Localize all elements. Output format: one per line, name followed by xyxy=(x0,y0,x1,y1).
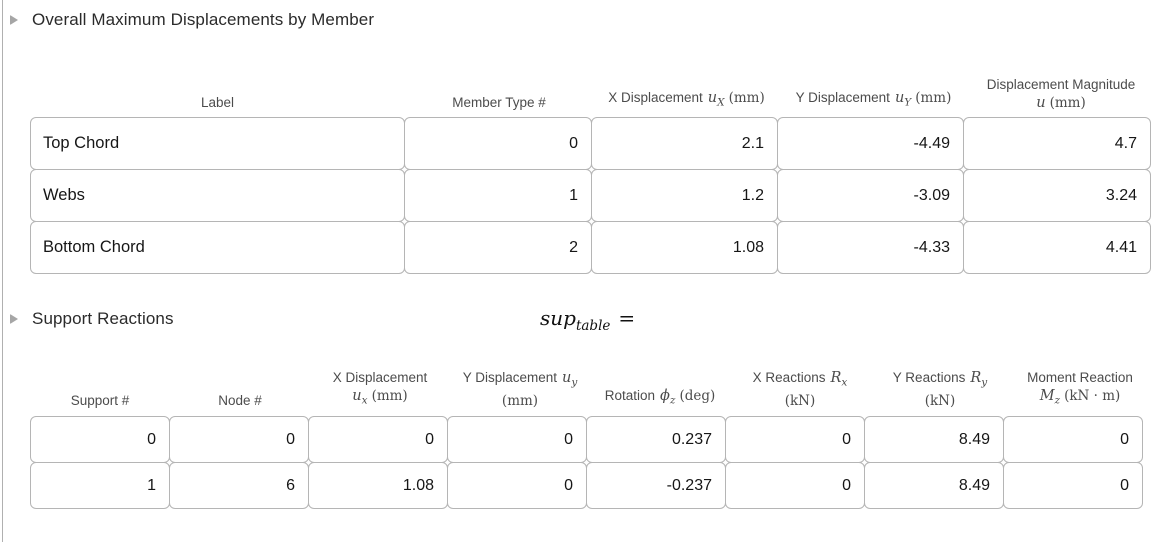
table-row: Webs 1 1.2 -3.09 3.24 xyxy=(30,169,1155,222)
cell-x-reactions[interactable]: 0 xyxy=(725,462,865,509)
cell-displacement-magnitude[interactable]: 4.41 xyxy=(963,221,1151,274)
cell-support[interactable]: 1 xyxy=(30,462,170,509)
column-header-rotation: Rotation ϕz (deg) xyxy=(604,388,716,407)
cell-x-displacement[interactable]: 1.08 xyxy=(591,221,778,274)
cell-x-displacement[interactable]: 1.2 xyxy=(591,169,778,222)
table-row: 1 6 1.08 0 -0.237 0 8.49 0 xyxy=(30,462,1150,509)
cell-node[interactable]: 6 xyxy=(169,462,309,509)
region-left-border xyxy=(2,0,3,542)
cell-support[interactable]: 0 xyxy=(30,416,170,463)
cell-y-reactions[interactable]: 8.49 xyxy=(864,462,1004,509)
table-row: 0 0 0 0 0.237 0 8.49 0 xyxy=(30,416,1150,463)
column-header-node: Node # xyxy=(218,393,262,408)
cell-y-displacement[interactable]: -4.33 xyxy=(777,221,964,274)
section-displacements-header: Overall Maximum Displacements by Member xyxy=(10,10,374,30)
cell-y-displacement[interactable]: 0 xyxy=(447,462,587,509)
cell-label[interactable]: Top Chord xyxy=(30,117,405,170)
cell-y-displacement[interactable]: -4.49 xyxy=(777,117,964,170)
column-header-displacement-magnitude: Displacement Magnitude u (mm) xyxy=(986,77,1136,111)
column-header-member-type: Member Type # xyxy=(452,95,546,110)
displacements-table: Label Member Type # X Displacement uX (mm)… xyxy=(30,72,1155,274)
support-reactions-table: Support # Node # X Displacement ux (mm) Y… xyxy=(30,368,1150,509)
collapse-triangle-icon[interactable] xyxy=(10,314,18,324)
column-header-x-displacement: X Displacement uX (mm) xyxy=(608,90,765,109)
equals-sign: = xyxy=(618,306,636,330)
column-header-y-displacement: Y Displacement uY (mm) xyxy=(795,90,952,109)
cell-x-displacement[interactable]: 1.08 xyxy=(308,462,448,509)
cell-moment-reaction[interactable]: 0 xyxy=(1003,416,1143,463)
cell-rotation[interactable]: 0.237 xyxy=(586,416,726,463)
math-expression-sup-table[interactable]: suptable = xyxy=(540,306,635,334)
cell-displacement-magnitude[interactable]: 4.7 xyxy=(963,117,1151,170)
column-header-y-displacement: Y Displacement uy (mm) xyxy=(462,370,578,409)
column-header-support: Support # xyxy=(70,393,130,408)
section-title: Overall Maximum Displacements by Member xyxy=(32,10,375,29)
cell-member-type[interactable]: 1 xyxy=(404,169,592,222)
cell-x-displacement[interactable]: 0 xyxy=(308,416,448,463)
cell-node[interactable]: 0 xyxy=(169,416,309,463)
cell-member-type[interactable]: 2 xyxy=(404,221,592,274)
cell-x-reactions[interactable]: 0 xyxy=(725,416,865,463)
cell-moment-reaction[interactable]: 0 xyxy=(1003,462,1143,509)
support-reactions-header-row: Support # Node # X Displacement ux (mm) Y… xyxy=(30,368,1150,414)
section-title: Support Reactions xyxy=(32,309,174,328)
cell-y-displacement[interactable]: -3.09 xyxy=(777,169,964,222)
cell-member-type[interactable]: 0 xyxy=(404,117,592,170)
cell-y-reactions[interactable]: 8.49 xyxy=(864,416,1004,463)
column-header-label: Label xyxy=(200,95,235,110)
column-header-moment-reaction: Moment Reaction Mz (kN · m) xyxy=(1027,370,1133,407)
cell-displacement-magnitude[interactable]: 3.24 xyxy=(963,169,1151,222)
section-support-reactions-header: Support Reactions xyxy=(10,309,174,329)
cell-rotation[interactable]: -0.237 xyxy=(586,462,726,509)
cell-y-displacement[interactable]: 0 xyxy=(447,416,587,463)
collapse-triangle-icon[interactable] xyxy=(10,15,18,25)
table-row: Bottom Chord 2 1.08 -4.33 4.41 xyxy=(30,221,1155,274)
math-subscript: table xyxy=(575,318,611,334)
column-header-y-reactions: Y Reactions Ry (kN) xyxy=(892,370,988,409)
cell-label[interactable]: Bottom Chord xyxy=(30,221,405,274)
cell-label[interactable]: Webs xyxy=(30,169,405,222)
cell-x-displacement[interactable]: 2.1 xyxy=(591,117,778,170)
math-variable: sup xyxy=(540,306,576,330)
displacements-table-header-row: Label Member Type # X Displacement uX (mm)… xyxy=(30,72,1155,116)
column-header-x-displacement: X Displacement ux (mm) xyxy=(332,370,428,407)
table-row: Top Chord 0 2.1 -4.49 4.7 xyxy=(30,117,1155,170)
column-header-x-reactions: X Reactions Rx (kN) xyxy=(752,370,848,409)
